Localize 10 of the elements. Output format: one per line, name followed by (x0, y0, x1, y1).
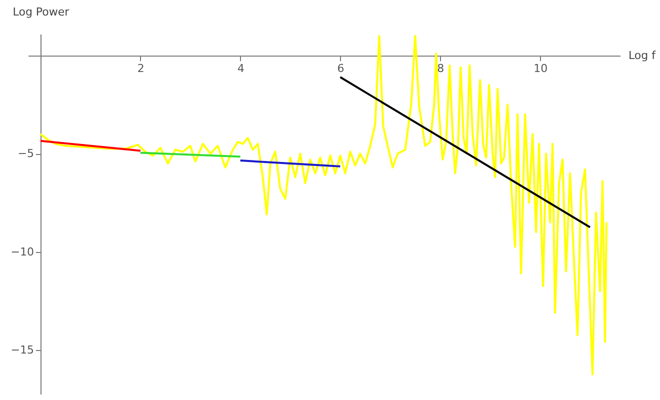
x-tick-label: 4 (237, 62, 244, 76)
y-tick-label: −10 (10, 245, 34, 258)
x-tick-label: 6 (337, 62, 344, 76)
line-series (39, 34, 608, 376)
y-tick-label: −5 (18, 147, 34, 160)
y-tick-label: −15 (10, 343, 34, 356)
x-tick-label: 2 (137, 62, 144, 76)
x-axis-title: Log f (628, 49, 657, 62)
x-tick-label: 10 (534, 62, 548, 76)
y-axis-title: Log Power (12, 6, 70, 18)
